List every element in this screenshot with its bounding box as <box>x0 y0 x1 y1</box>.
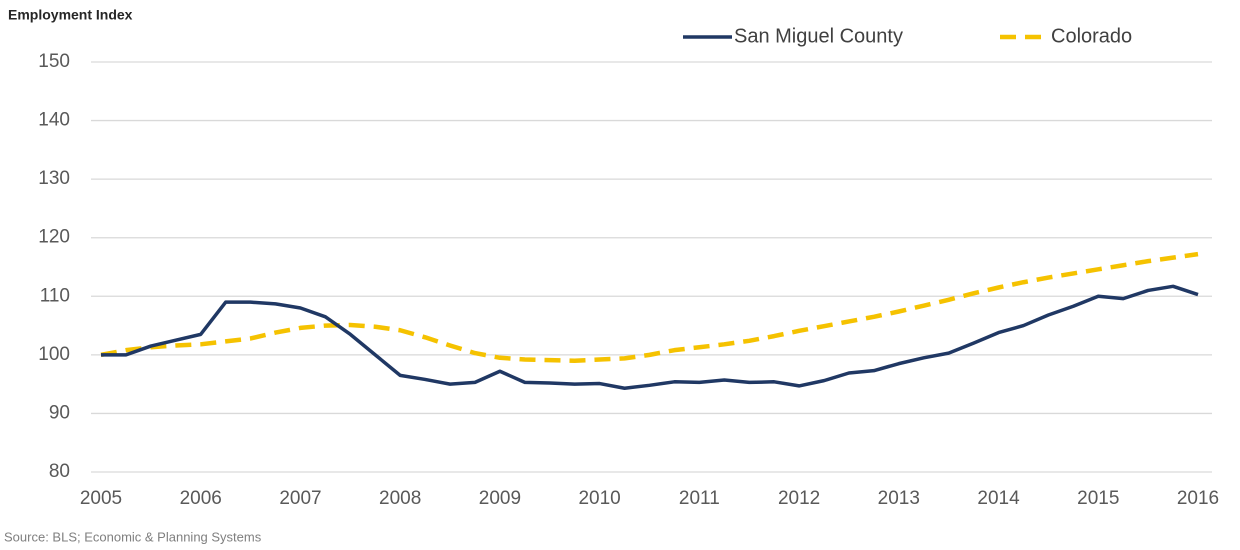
y-tick-label: 80 <box>49 461 70 482</box>
chart-title: Employment Index <box>8 7 133 23</box>
x-tick-label: 2011 <box>679 488 720 509</box>
y-tick-label: 120 <box>38 227 70 248</box>
legend-label: Colorado <box>1051 25 1132 47</box>
y-tick-label: 100 <box>38 344 70 365</box>
x-tick-label: 2012 <box>778 488 820 509</box>
x-tick-label: 2015 <box>1077 488 1119 509</box>
x-tick-label: 2007 <box>279 488 321 509</box>
x-tick-label: 2016 <box>1177 488 1219 509</box>
y-tick-label: 140 <box>38 110 70 131</box>
x-tick-label: 2010 <box>578 488 620 509</box>
y-tick-label: 130 <box>38 168 70 189</box>
x-tick-label: 2006 <box>180 488 222 509</box>
legend-label: San Miguel County <box>734 25 903 47</box>
x-tick-label: 2008 <box>379 488 421 509</box>
y-tick-label: 110 <box>40 285 70 306</box>
y-tick-label: 90 <box>49 402 70 423</box>
x-tick-label: 2013 <box>878 488 920 509</box>
y-tick-label: 150 <box>38 51 70 72</box>
x-tick-label: 2009 <box>479 488 521 509</box>
series-line <box>100 251 1199 363</box>
source-note: Source: BLS; Economic & Planning Systems <box>4 529 262 544</box>
x-tick-label: 2014 <box>977 488 1020 509</box>
x-tick-label: 2005 <box>80 488 122 509</box>
series-line <box>101 284 1199 390</box>
